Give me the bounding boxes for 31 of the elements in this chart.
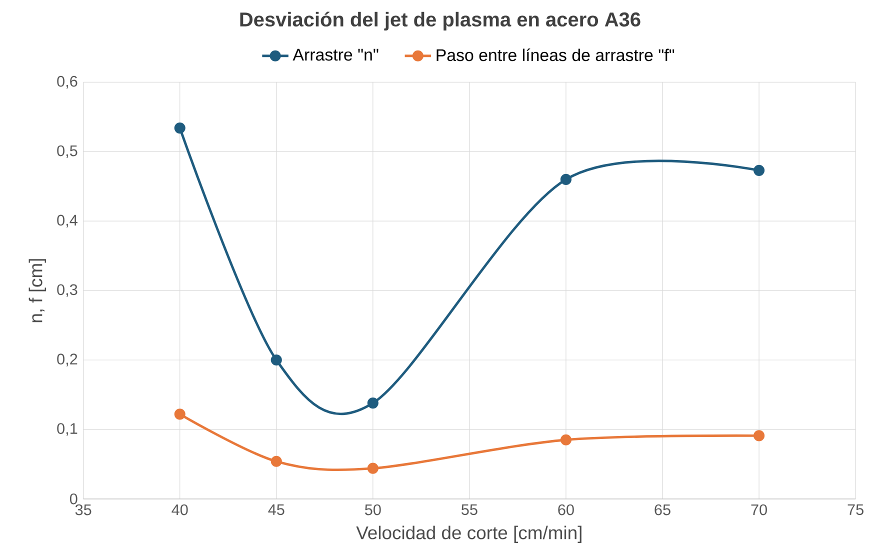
y-tick-label: 0 — [70, 493, 78, 504]
point — [560, 434, 572, 446]
y-tick-label: 0,3 — [57, 284, 78, 297]
y-tick-label: 0,5 — [57, 145, 78, 158]
x-tick-label: 75 — [848, 504, 864, 516]
point — [270, 354, 282, 366]
y-tick-label: 0,2 — [57, 354, 78, 366]
x-tick-label: 55 — [462, 504, 478, 516]
y-tick-label: 0,4 — [57, 214, 78, 228]
point — [270, 456, 282, 467]
x-tick-label: 35 — [75, 504, 92, 516]
x-tick-label: 45 — [268, 504, 284, 516]
legend-label: Paso entre líneas de arrastre "f" — [436, 48, 674, 62]
x-tick-label: 65 — [654, 504, 670, 516]
y-tick-label: 0,6 — [57, 76, 78, 89]
y-tick-label: 0,1 — [57, 423, 78, 436]
x-tick-label: 60 — [558, 504, 574, 516]
x-axis-title: Velocidad de corte [cm/min] — [356, 526, 582, 543]
point — [174, 408, 186, 420]
point — [367, 462, 378, 474]
x-tick-label: 70 — [751, 504, 767, 516]
x-tick-label: 50 — [364, 504, 381, 516]
legend-label: Arrastre "n" — [292, 48, 378, 61]
x-tick-label: 40 — [172, 504, 188, 516]
point — [174, 122, 186, 134]
y-axis-title: n, f [cm] — [28, 259, 46, 322]
point — [560, 174, 572, 185]
point — [753, 430, 765, 442]
chart-title: Desviación del jet de plasma en acero A36 — [240, 12, 640, 31]
point — [753, 164, 765, 176]
point — [367, 398, 378, 409]
